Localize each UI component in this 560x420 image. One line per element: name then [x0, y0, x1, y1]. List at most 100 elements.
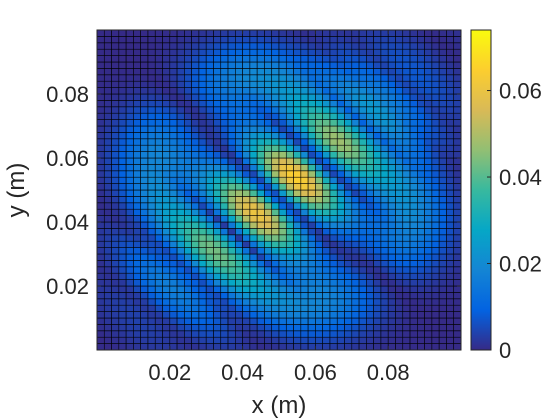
heatmap-cell	[293, 100, 302, 108]
heatmap-cell	[198, 260, 207, 268]
heatmap-cell	[271, 132, 280, 140]
heatmap-cell	[162, 170, 171, 178]
heatmap-cell	[315, 215, 323, 223]
heatmap-cell	[176, 266, 185, 274]
heatmap-cell	[140, 272, 149, 280]
heatmap-cell	[154, 215, 163, 223]
heatmap-cell	[395, 266, 404, 274]
heatmap-cell	[278, 176, 287, 184]
heatmap-cell	[133, 106, 141, 114]
heatmap-cell	[322, 272, 331, 280]
heatmap-cell	[336, 61, 345, 69]
heatmap-cell	[191, 125, 200, 133]
heatmap-cell	[380, 170, 389, 178]
heatmap-cell	[300, 80, 309, 88]
heatmap-cell	[409, 87, 418, 95]
heatmap-cell	[395, 132, 404, 140]
heatmap-cell	[395, 100, 404, 108]
heatmap-cell	[264, 292, 273, 300]
heatmap-cell	[358, 164, 367, 172]
heatmap-cell	[103, 202, 112, 210]
heatmap-cell	[344, 164, 353, 172]
heatmap-cell	[307, 215, 316, 223]
heatmap-cell	[125, 279, 134, 287]
heatmap-cell	[154, 292, 163, 300]
heatmap-cell	[220, 74, 229, 82]
heatmap-cell	[293, 215, 302, 223]
heatmap-cell	[256, 106, 265, 114]
heatmap-cell	[235, 292, 243, 300]
heatmap-cell	[329, 106, 338, 114]
heatmap-cell	[322, 100, 331, 108]
heatmap-cell	[285, 36, 294, 44]
heatmap-cell	[176, 285, 185, 293]
y-tick-label: 0.06	[46, 146, 89, 171]
heatmap-cell	[417, 234, 425, 242]
heatmap-cell	[329, 100, 338, 108]
heatmap-cell	[322, 196, 331, 204]
heatmap-cell	[446, 125, 455, 133]
heatmap-cell	[162, 272, 171, 280]
heatmap-cell	[220, 215, 229, 223]
heatmap-cell	[438, 221, 447, 229]
heatmap-cell	[162, 330, 171, 338]
heatmap-cell	[431, 298, 440, 306]
heatmap-cell	[249, 157, 258, 165]
heatmap-cell	[198, 48, 207, 56]
heatmap-cell	[227, 330, 236, 338]
heatmap-cell	[125, 324, 134, 332]
heatmap-cell	[402, 36, 411, 44]
heatmap-cell	[220, 336, 229, 344]
heatmap-cell	[402, 221, 411, 229]
heatmap-cell	[285, 253, 294, 261]
heatmap-cell	[322, 317, 331, 325]
heatmap-cell	[402, 208, 411, 216]
heatmap-cell	[300, 189, 309, 197]
heatmap-cell	[125, 234, 134, 242]
heatmap-cell	[351, 68, 360, 76]
heatmap-cell	[140, 68, 149, 76]
heatmap-cell	[293, 311, 302, 319]
heatmap-cell	[395, 106, 404, 114]
heatmap-cell	[205, 144, 214, 152]
heatmap-cell	[242, 202, 251, 210]
heatmap-cell	[453, 132, 462, 140]
heatmap-cell	[351, 176, 360, 184]
heatmap-cell	[213, 240, 222, 248]
heatmap-cell	[278, 330, 287, 338]
heatmap-cell	[285, 240, 294, 248]
heatmap-cell	[424, 36, 433, 44]
heatmap-cell	[96, 144, 105, 152]
heatmap-cell	[140, 93, 149, 101]
heatmap-cell	[96, 215, 105, 223]
heatmap-cell	[249, 336, 258, 344]
heatmap-cell	[358, 253, 367, 261]
heatmap-cell	[322, 336, 331, 344]
heatmap-cell	[205, 202, 214, 210]
heatmap-cell	[373, 208, 382, 216]
heatmap-cell	[373, 279, 382, 287]
heatmap-cell	[154, 132, 163, 140]
heatmap-cell	[431, 260, 440, 268]
heatmap-cell	[300, 112, 309, 120]
heatmap-cell	[147, 221, 156, 229]
heatmap-cell	[111, 164, 120, 172]
heatmap-cell	[264, 157, 273, 165]
heatmap-cell	[133, 87, 141, 95]
heatmap-cell	[271, 234, 280, 242]
heatmap-cell	[329, 221, 338, 229]
heatmap-cell	[373, 170, 382, 178]
heatmap-cell	[438, 138, 447, 146]
heatmap-cell	[140, 74, 149, 82]
heatmap-cell	[227, 298, 236, 306]
heatmap-cell	[351, 93, 360, 101]
heatmap-cell	[373, 74, 382, 82]
heatmap-cell	[220, 311, 229, 319]
heatmap-cell	[133, 48, 141, 56]
heatmap-cell	[438, 266, 447, 274]
heatmap-cell	[162, 228, 171, 236]
heatmap-cell	[431, 266, 440, 274]
heatmap-cell	[162, 112, 171, 120]
heatmap-cell	[300, 292, 309, 300]
heatmap-cell	[307, 170, 316, 178]
